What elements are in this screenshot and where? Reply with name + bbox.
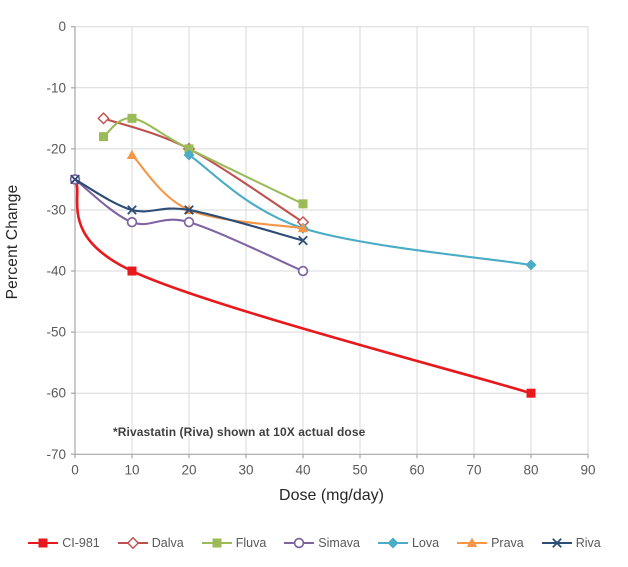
y-tick-label: -30 — [46, 202, 66, 217]
legend-item-ci-981: CI-981 — [27, 536, 100, 550]
legend-marker-riva-icon — [541, 538, 572, 548]
x-tick-label: 50 — [352, 462, 367, 477]
y-tick-label: -60 — [46, 386, 66, 401]
y-tick-label: -10 — [46, 80, 66, 95]
legend-item-riva: Riva — [541, 536, 601, 550]
x-tick-label: 20 — [181, 462, 196, 477]
y-axis-title: Percent Change — [4, 184, 21, 300]
legend-marker-simava-icon — [284, 537, 315, 549]
x-tick-label: 80 — [523, 462, 538, 477]
tick-labels: 0 -10 -20 -30 -40 -50 -60 -70 0 10 20 30 40 50 60 70 80 9… — [46, 19, 595, 477]
series-line-simava — [73, 178, 305, 273]
legend-marker-fluva-icon — [201, 538, 232, 548]
legend-label: Fluva — [235, 536, 267, 550]
legend-marker-dalva-icon — [117, 536, 148, 550]
legend-item-simava: Simava — [283, 536, 360, 550]
x-tick-label: 70 — [466, 462, 481, 477]
series-line-riva — [73, 178, 305, 242]
series-line-lova — [187, 153, 533, 266]
y-tick-label: -40 — [46, 264, 66, 279]
legend-label: Lova — [411, 536, 440, 550]
chart-annotation: *Rivastatin (Riva) shown at 10X actual d… — [113, 425, 366, 439]
y-tick-label: 0 — [58, 19, 66, 34]
legend-item-prava: Prava — [456, 536, 524, 550]
x-tick-label: 30 — [238, 462, 253, 477]
series-line-fluva — [102, 117, 305, 205]
legend-item-lova: Lova — [377, 536, 439, 550]
chart-legend: CI-981 Dalva Fluva Simava Lova Prava Riva — [0, 536, 628, 550]
legend-item-fluva: Fluva — [201, 536, 267, 550]
axes — [71, 26, 589, 459]
x-tick-label: 90 — [580, 462, 595, 477]
gridlines — [75, 26, 589, 455]
series-fluva — [99, 113, 308, 209]
series-riva — [70, 174, 308, 246]
y-tick-label: -20 — [46, 141, 66, 156]
x-tick-label: 10 — [124, 462, 139, 477]
series-line-ci-981 — [73, 178, 533, 395]
legend-marker-lova-icon — [377, 537, 408, 549]
series-line-dalva — [102, 117, 305, 224]
legend-label: Simava — [318, 536, 360, 550]
legend-label: Riva — [575, 536, 601, 550]
x-tick-label: 40 — [295, 462, 310, 477]
x-tick-label: 0 — [71, 462, 79, 477]
legend-item-dalva: Dalva — [117, 536, 184, 550]
x-tick-label: 60 — [409, 462, 424, 477]
legend-label: CI-981 — [62, 536, 100, 550]
x-axis-title: Dose (mg/day) — [279, 487, 384, 504]
legend-marker-prava-icon — [457, 537, 488, 547]
legend-marker-ci-981-icon — [28, 538, 59, 548]
legend-label: Prava — [491, 536, 524, 550]
y-tick-label: -50 — [46, 325, 66, 340]
y-tick-label: -70 — [46, 447, 66, 462]
legend-label: Dalva — [151, 536, 184, 550]
